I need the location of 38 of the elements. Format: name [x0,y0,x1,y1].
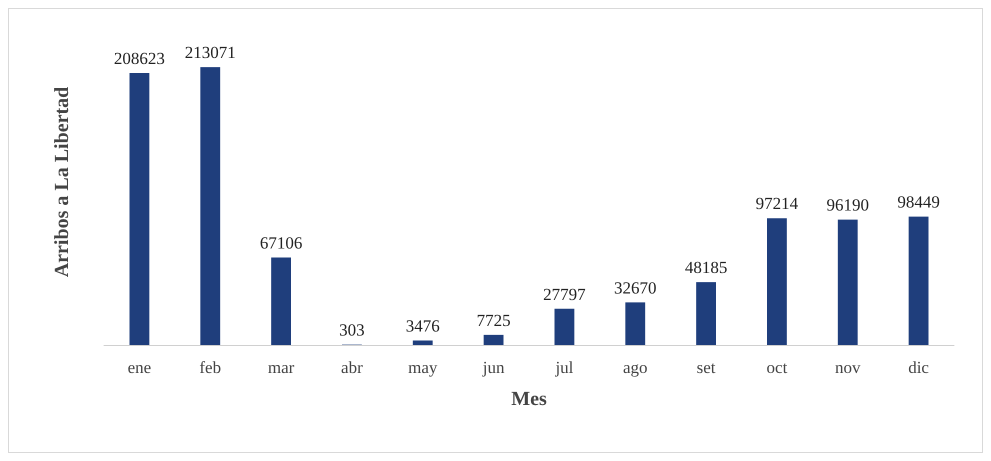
data-label: 97214 [756,194,799,214]
x-tick-label: feb [199,358,222,377]
x-tick-label: mar [268,358,295,377]
data-label: 67106 [260,233,302,252]
x-tick-label: jul [554,358,574,377]
data-label: 27797 [543,284,586,304]
data-label: 3476 [406,316,440,336]
x-tick-label: ene [128,358,152,377]
data-label: 7725 [476,310,511,330]
bar [908,216,928,345]
bar [130,72,150,345]
data-label: 208623 [114,48,165,68]
x-tick-label: nov [835,358,861,377]
x-tick-label: jun [482,358,505,377]
data-label: 32670 [614,278,656,298]
x-tick-label: ago [622,358,648,377]
data-label: 48185 [684,258,728,278]
x-tick-label: oct [766,358,788,377]
data-label: 213071 [184,43,236,62]
data-label: 96190 [826,196,869,215]
bar [484,334,504,345]
x-axis-title: Mes [511,388,547,410]
bar [625,302,646,345]
data-label: 98449 [897,192,940,212]
bar [554,308,574,345]
y-axis-title: Arribos a La Libertad [51,86,73,278]
bar [767,218,787,345]
x-tick-label: may [408,358,438,377]
bar [271,257,291,345]
x-tick-label: dic [908,358,930,377]
bar [838,220,858,345]
chart-frame: Arribos a La Libertad Mes ene feb mar abr may jun jul ago set oct nov dic 208623 213071 67106 303 3476 7725 27797 32670 48185 97214 96190 98449 [8,8,983,453]
data-label: 303 [339,320,365,340]
bar [696,282,716,345]
x-tick-label: abr [341,358,364,377]
bar [200,67,220,345]
bar [412,340,433,345]
x-tick-label: set [696,358,716,377]
